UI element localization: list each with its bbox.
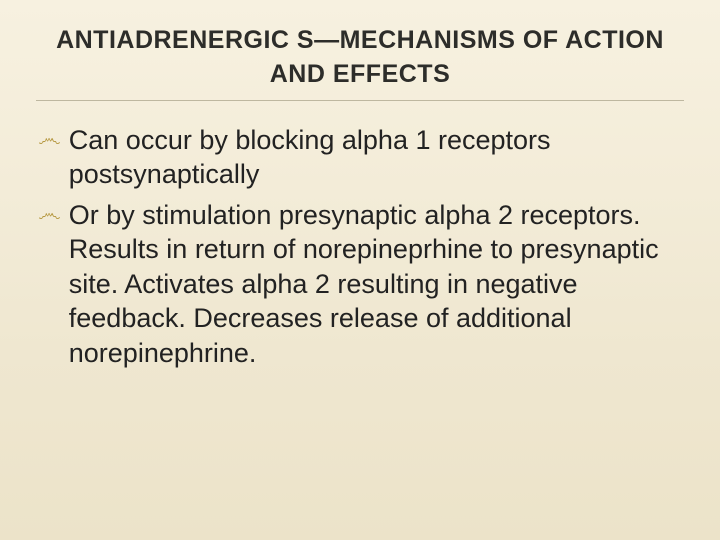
bullet-text: Or by stimulation presynaptic alpha 2 re…	[69, 198, 682, 371]
bullet-icon: ෴	[38, 124, 61, 155]
bullet-text: Can occur by blocking alpha 1 receptors …	[69, 123, 682, 192]
list-item: ෴ Or by stimulation presynaptic alpha 2 …	[38, 198, 682, 371]
slide-body: ෴ Can occur by blocking alpha 1 receptor…	[36, 123, 684, 371]
bullet-icon: ෴	[38, 199, 61, 230]
slide-title: ANTIADRENERGIC S—MECHANISMS OF ACTION AN…	[36, 24, 684, 101]
slide: ANTIADRENERGIC S—MECHANISMS OF ACTION AN…	[0, 0, 720, 540]
list-item: ෴ Can occur by blocking alpha 1 receptor…	[38, 123, 682, 192]
